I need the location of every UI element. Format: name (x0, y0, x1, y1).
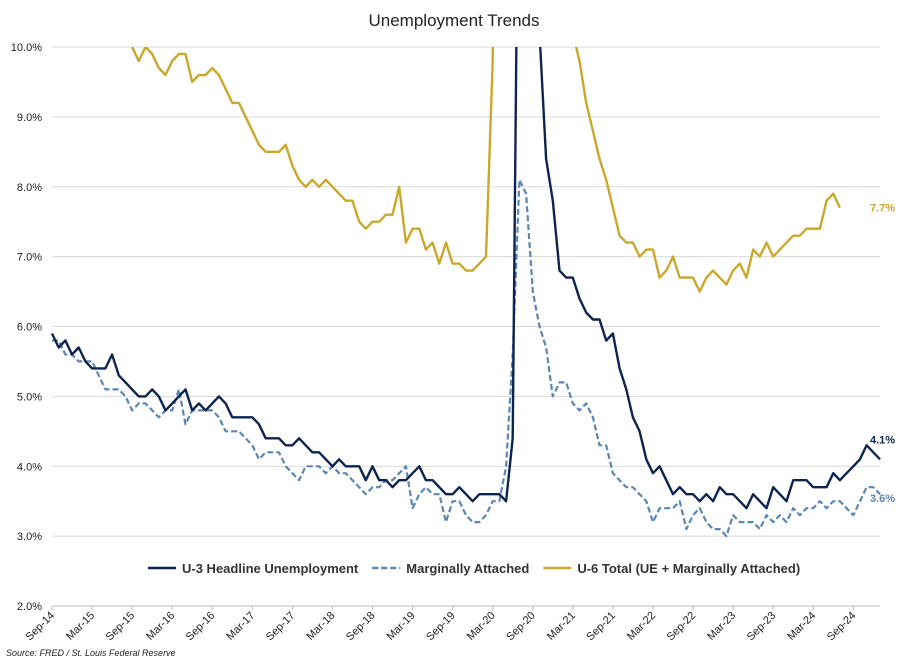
end-label: 4.1% (870, 434, 895, 446)
y-tick-label: 10.0% (11, 42, 42, 54)
y-tick-label: 3.0% (17, 531, 42, 543)
x-tick-label: Sep-19 (424, 610, 458, 644)
x-tick-label: Mar-21 (545, 610, 578, 643)
series-line (52, 178, 881, 538)
x-tick-label: Mar-24 (785, 610, 818, 643)
x-tick-label: Mar-22 (625, 610, 658, 643)
y-tick-label: 8.0% (17, 182, 42, 194)
y-tick-label: 2.0% (17, 601, 42, 613)
y-tick-label: 6.0% (17, 322, 42, 334)
series-lines (50, 47, 881, 538)
x-tick-label: Sep-18 (344, 610, 378, 644)
y-tick-label: 9.0% (17, 112, 42, 124)
x-tick-label: Sep-22 (665, 610, 699, 644)
y-axis-ticks: 2.0% 3.0% 4.0% 5.0% 6.0% 7.0% 8.0% 9.0% 10.0% (11, 42, 42, 613)
x-tick-label: Sep-15 (104, 610, 138, 644)
y-tick-label: 4.0% (17, 461, 42, 473)
x-tick-label: Mar-18 (304, 610, 337, 643)
y-tick-label: 5.0% (17, 391, 42, 403)
end-label: 7.7% (870, 203, 895, 215)
x-tick-label: Sep-17 (264, 610, 298, 644)
source-note: Source: FRED / St. Louis Federal Reserve (6, 648, 176, 658)
x-tick-label: Sep-14 (24, 610, 58, 644)
x-tick-label: Sep-21 (584, 610, 618, 644)
x-tick-label: Mar-19 (385, 610, 418, 643)
series-line (50, 47, 881, 510)
legend-label: Marginally Attached (406, 561, 529, 576)
x-axis-ticks: Sep-14 Mar-15 Sep-15 Mar-16 Sep-16 Mar-17 Sep-… (24, 606, 859, 644)
x-tick-label: Mar-16 (144, 610, 177, 643)
y-tick-label: 7.0% (17, 252, 42, 264)
chart-title: Unemployment Trends (368, 11, 539, 30)
x-tick-label: Mar-17 (224, 610, 257, 643)
x-tick-label: Sep-16 (184, 610, 218, 644)
x-tick-label: Mar-23 (705, 610, 738, 643)
x-tick-label: Sep-23 (745, 610, 779, 644)
legend-background (140, 556, 810, 580)
x-tick-label: Sep-20 (504, 610, 538, 644)
legend: U-3 Headline Unemployment Marginally Atta… (148, 561, 800, 576)
x-tick-label: Sep-24 (825, 610, 859, 644)
x-tick-label: Mar-20 (465, 610, 498, 643)
x-tick-label: Mar-15 (64, 610, 97, 643)
legend-label: U-3 Headline Unemployment (182, 561, 359, 576)
series-line (130, 47, 841, 293)
gridlines (52, 46, 880, 607)
end-labels: 4.1% 3.6% 7.7% (870, 203, 895, 505)
end-label: 3.6% (870, 493, 895, 505)
legend-label: U-6 Total (UE + Marginally Attached) (577, 561, 800, 576)
